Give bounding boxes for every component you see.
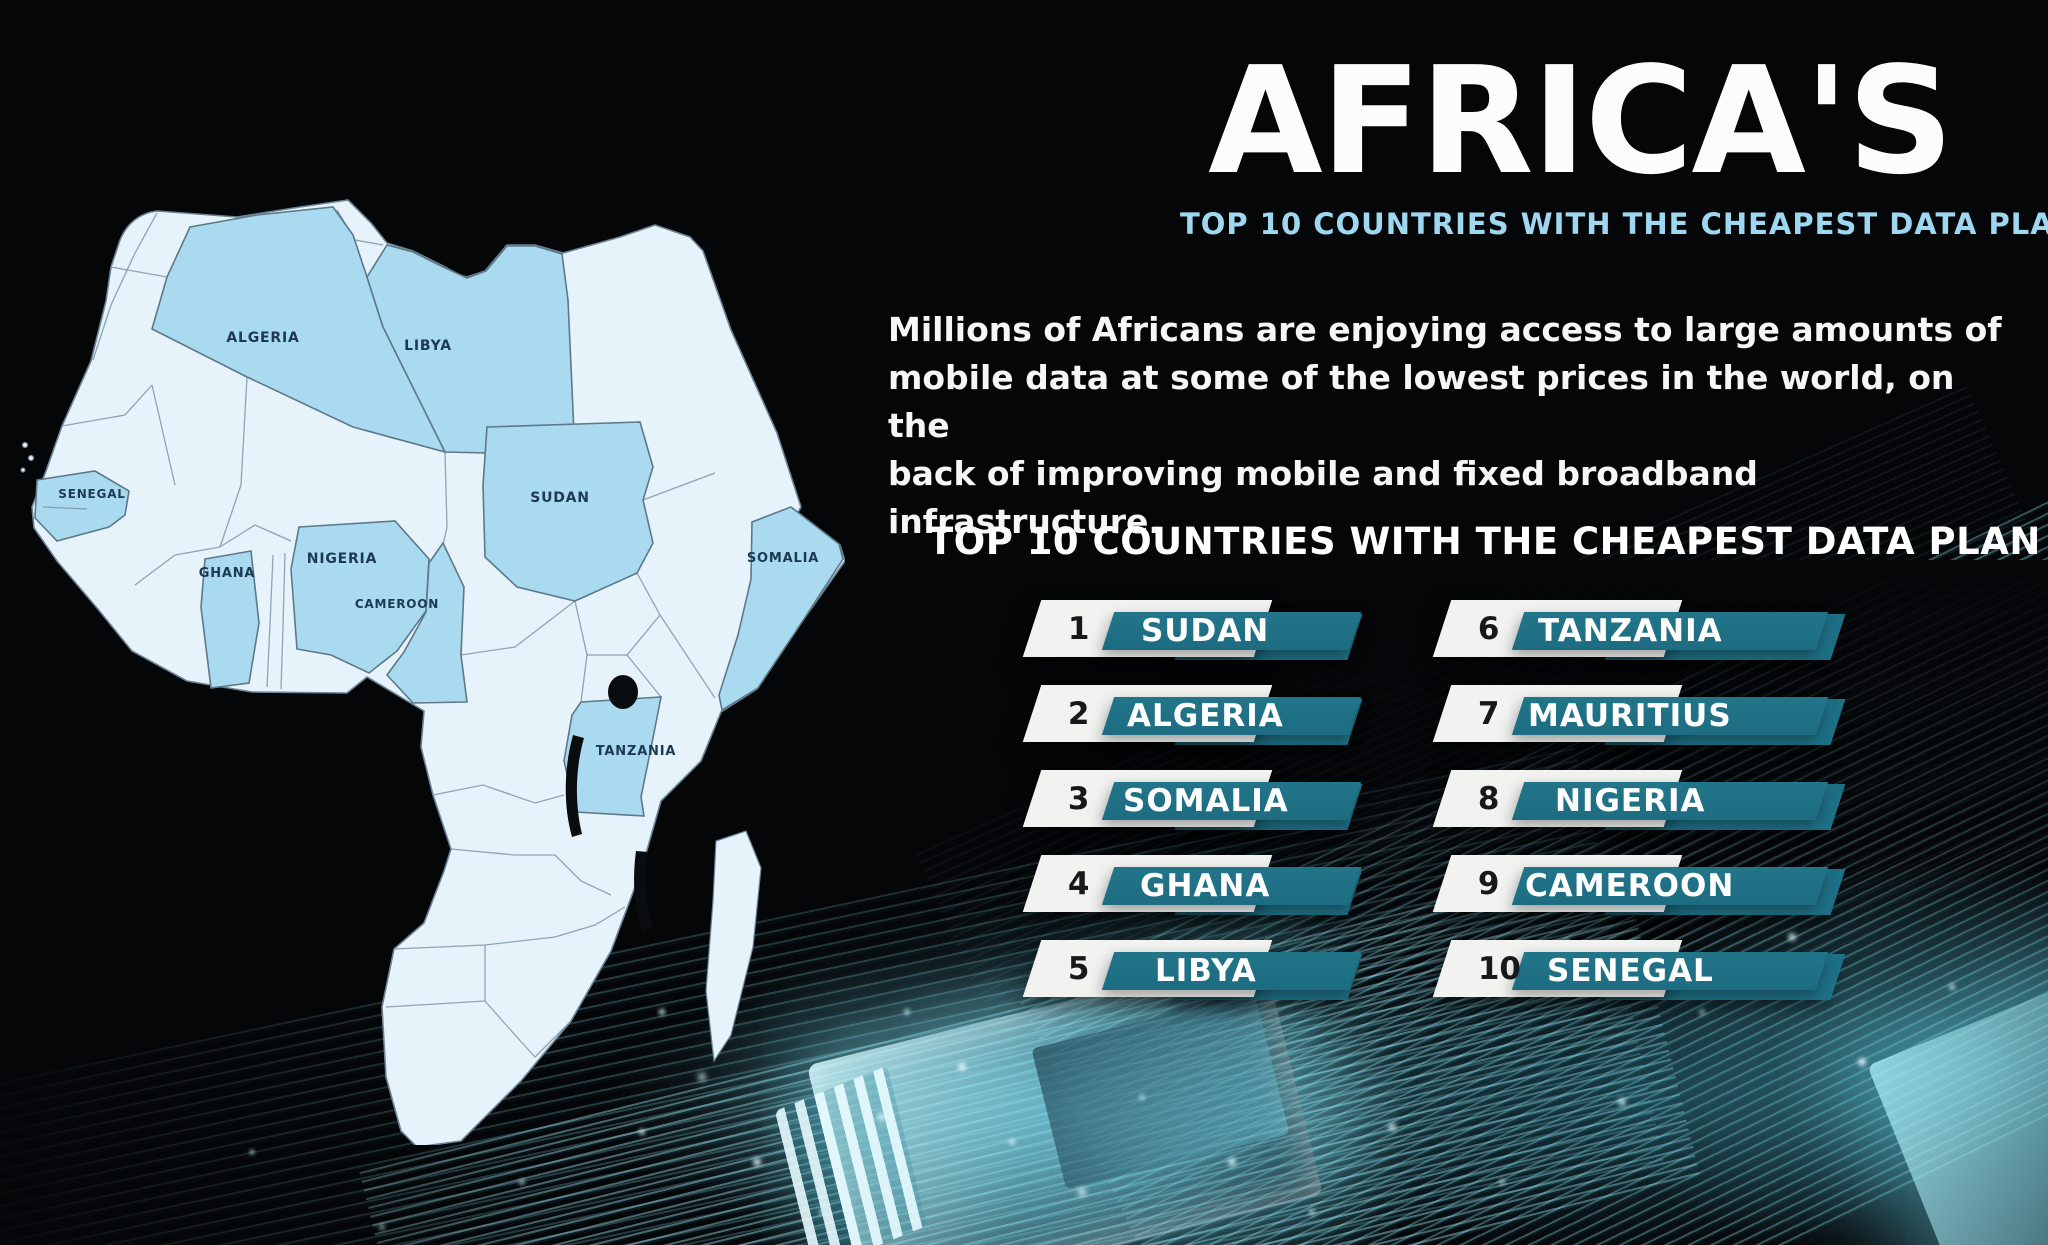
page-title: AFRICA'S <box>1208 35 1954 207</box>
map-label-ghana: GHANA <box>199 566 256 581</box>
rank-item-nigeria: NIGERIA 8 <box>1432 768 1862 834</box>
country-label: SOMALIA <box>1122 783 1289 819</box>
map-label-libya: LIBYA <box>404 338 452 354</box>
map-labels: ALGERIA LIBYA SUDAN SENEGAL GHANA NIGERI… <box>58 330 819 759</box>
country-shape-tanzania <box>563 696 662 817</box>
country-shape-senegal <box>34 470 130 542</box>
lake-tanganyika-shape <box>565 735 584 837</box>
country-label: LIBYA <box>1154 953 1257 989</box>
country-band: TANZANIA <box>1511 612 1829 650</box>
country-shape-nigeria <box>290 520 430 674</box>
rank-item-tanzania: TANZANIA 6 <box>1432 598 1862 664</box>
rank-number: 7 <box>1433 685 1562 742</box>
country-shape-cameroon <box>385 541 468 704</box>
country-label: CAMEROON <box>1525 868 1735 904</box>
map-label-sudan: SUDAN <box>530 490 590 506</box>
lake-victoria-shape <box>608 675 638 709</box>
rank-number-text: 4 <box>1068 865 1090 902</box>
country-label: SUDAN <box>1141 613 1270 649</box>
country-shape-sudan <box>482 421 654 602</box>
rank-item-cameroon: CAMEROON 9 <box>1432 853 1862 919</box>
rank-number: 2 <box>1023 685 1152 742</box>
map-label-somalia: SOMALIA <box>747 551 819 566</box>
rank-number-text: 1 <box>1068 610 1090 647</box>
rank-number: 9 <box>1433 855 1562 912</box>
highlighted-countries <box>34 206 844 817</box>
rank-number: 4 <box>1023 855 1152 912</box>
page-subtitle: TOP 10 COUNTRIES WITH THE CHEAPEST DATA … <box>1180 207 2048 242</box>
rank-number: 8 <box>1433 770 1562 827</box>
country-label: NIGERIA <box>1554 783 1706 819</box>
map-label-cameroon: CAMEROON <box>355 597 439 611</box>
country-band: CAMEROON <box>1511 867 1829 905</box>
map-label-tanzania: TANZANIA <box>596 744 676 759</box>
rank-number: 10 <box>1433 940 1562 997</box>
rank-number: 6 <box>1433 600 1562 657</box>
rank-number-text: 2 <box>1068 695 1090 732</box>
rank-number-text: 6 <box>1478 610 1500 647</box>
rank-number-text: 5 <box>1068 950 1090 987</box>
rank-number-text: 7 <box>1478 695 1500 732</box>
country-label: GHANA <box>1140 868 1271 904</box>
country-label: TANZANIA <box>1537 613 1723 649</box>
map-label-senegal: SENEGAL <box>58 487 125 501</box>
africa-map: ALGERIA LIBYA SUDAN SENEGAL GHANA NIGERI… <box>20 199 845 1145</box>
rank-item-somalia: SOMALIA 3 <box>1022 768 1452 834</box>
header-block: AFRICA'S TOP 10 COUNTRIES WITH THE CHEAP… <box>1180 35 2048 242</box>
fiber-tip-glow-dots <box>0 0 4 4</box>
rank-item-libya: LIBYA 5 <box>1022 938 1452 1004</box>
map-label-algeria: ALGERIA <box>226 330 299 346</box>
rank-item-algeria: ALGERIA 2 <box>1022 683 1452 749</box>
intro-line-2: mobile data at some of the lowest prices… <box>888 358 1955 445</box>
rank-item-sudan: SUDAN 1 <box>1022 598 1452 664</box>
country-band: NIGERIA <box>1511 782 1829 820</box>
rank-number: 5 <box>1023 940 1152 997</box>
rank-number-text: 8 <box>1478 780 1500 817</box>
country-shape-somalia <box>718 506 844 712</box>
gambia-border <box>42 506 88 510</box>
lakes <box>565 675 652 933</box>
rank-number: 1 <box>1023 600 1152 657</box>
list-heading: TOP 10 COUNTRIES WITH THE CHEAPEST DATA … <box>928 520 2041 563</box>
country-shape-libya <box>366 244 576 456</box>
intro-line-3: back of improving mobile and fixed broad… <box>888 454 1758 541</box>
country-label: SENEGAL <box>1546 953 1714 989</box>
country-band: SENEGAL <box>1511 952 1829 990</box>
atlantic-islands <box>20 441 35 473</box>
lake-malawi-shape <box>634 851 652 933</box>
country-label: ALGERIA <box>1127 698 1284 734</box>
rank-number-text: 10 <box>1478 950 1522 987</box>
rank-item-mauritius: MAURITIUS 7 <box>1432 683 1862 749</box>
rank-number-text: 9 <box>1478 865 1500 902</box>
country-label: MAURITIUS <box>1528 698 1732 734</box>
map-label-nigeria: NIGERIA <box>307 551 377 567</box>
rank-number-text: 3 <box>1068 780 1090 817</box>
intro-paragraph: Millions of Africans are enjoying access… <box>888 306 2008 546</box>
rank-number: 3 <box>1023 770 1152 827</box>
country-band: MAURITIUS <box>1511 697 1829 735</box>
rank-item-senegal: SENEGAL 10 <box>1432 938 1862 1004</box>
intro-line-1: Millions of Africans are enjoying access… <box>888 310 2002 349</box>
country-shape-ghana <box>200 550 260 689</box>
rank-item-ghana: GHANA 4 <box>1022 853 1452 919</box>
madagascar-shape <box>705 830 762 1063</box>
